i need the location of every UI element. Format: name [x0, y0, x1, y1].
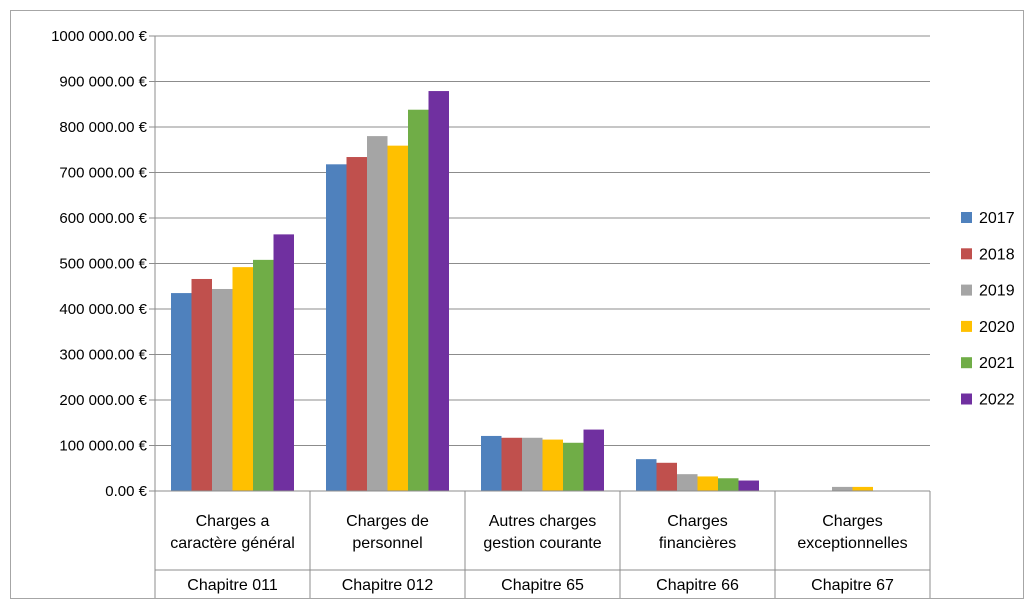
bar-2021-cat-2 [563, 442, 584, 491]
bar-2022-cat-3 [738, 480, 759, 491]
x-category-label: caractère général [170, 535, 295, 552]
legend-swatch-2021 [961, 357, 972, 369]
legend-label-2019: 2019 [979, 283, 1015, 300]
x-group-label: Chapitre 65 [501, 577, 584, 594]
bar-2021-cat-3 [718, 478, 739, 491]
bar-2022-cat-1 [428, 91, 449, 492]
x-category-label: Autres charges [489, 513, 597, 530]
bars [171, 91, 873, 492]
legend-label-2020: 2020 [979, 319, 1015, 336]
y-tick-label: 0.00 € [105, 483, 147, 500]
x-category-label: Charges [667, 513, 727, 530]
x-axis: Charges a caractère général Chapitre 011 Ch… [154, 490, 931, 598]
bar-2020-cat-2 [542, 439, 563, 491]
bar-2018-cat-3 [656, 462, 677, 491]
legend-label-2018: 2018 [979, 246, 1015, 263]
x-category-label: personnel [352, 535, 422, 552]
bar-2020-cat-4 [852, 486, 873, 491]
bar-2017-cat-3 [636, 459, 657, 491]
legend-label-2022: 2022 [979, 392, 1015, 409]
y-tick-label: 1000 000.00 € [51, 28, 148, 45]
bar-2022-cat-0 [273, 234, 294, 491]
bar-2019-cat-4 [832, 486, 853, 491]
bar-2021-cat-0 [253, 259, 274, 491]
x-category-label: gestion courante [483, 535, 601, 552]
bar-2017-cat-2 [481, 435, 502, 491]
bar-2018-cat-0 [191, 278, 212, 491]
x-category-label: Charges [822, 513, 882, 530]
bar-2019-cat-2 [522, 437, 543, 491]
y-axis-tick-labels: 0.00 € 100 000.00 € 200 000.00 € 300 000.00… [51, 28, 148, 500]
x-group-label: Chapitre 011 [187, 577, 278, 594]
x-group-label: Chapitre 66 [656, 577, 739, 594]
y-tick-label: 300 000.00 € [59, 347, 147, 364]
legend-swatch-2022 [961, 393, 972, 405]
bar-2020-cat-1 [387, 145, 408, 491]
bar-2020-cat-3 [697, 476, 718, 491]
bar-2017-cat-0 [171, 293, 192, 491]
legend-swatch-2017 [961, 212, 972, 223]
legend-swatch-2018 [961, 248, 972, 260]
bar-2020-cat-0 [232, 267, 253, 491]
x-category-label: Charges a [196, 513, 270, 530]
bar-2019-cat-3 [677, 474, 698, 491]
y-tick-label: 200 000.00 € [59, 392, 147, 409]
y-tick-label: 600 000.00 € [59, 210, 147, 227]
x-category-label: financières [659, 535, 736, 552]
y-tick-label: 800 000.00 € [59, 119, 147, 136]
bar-2018-cat-2 [501, 437, 522, 491]
x-category-label: Charges de [346, 513, 429, 530]
bar-2021-cat-1 [408, 109, 429, 492]
y-tick-label: 500 000.00 € [59, 256, 147, 273]
y-tick-label: 400 000.00 € [59, 301, 147, 318]
bar-2019-cat-0 [212, 288, 233, 491]
legend-swatch-2020 [961, 320, 972, 332]
bar-2018-cat-1 [346, 157, 367, 491]
legend-swatch-2019 [961, 284, 972, 296]
chart-frame [10, 10, 1024, 599]
y-tick-label: 700 000.00 € [59, 165, 147, 182]
y-tick-label: 900 000.00 € [59, 74, 147, 91]
x-group-label: Chapitre 012 [342, 577, 434, 594]
bar-2019-cat-1 [367, 136, 388, 491]
bar-2022-cat-2 [583, 429, 604, 491]
x-category-label: exceptionnelles [797, 535, 907, 552]
legend: 2017 2018 2019 2020 2021 2022 [961, 210, 1015, 409]
bar-2017-cat-1 [326, 164, 347, 491]
legend-label-2017: 2017 [979, 210, 1015, 227]
x-group-label: Chapitre 67 [811, 577, 894, 594]
y-tick-label: 100 000.00 € [59, 438, 147, 455]
legend-label-2021: 2021 [979, 355, 1015, 372]
